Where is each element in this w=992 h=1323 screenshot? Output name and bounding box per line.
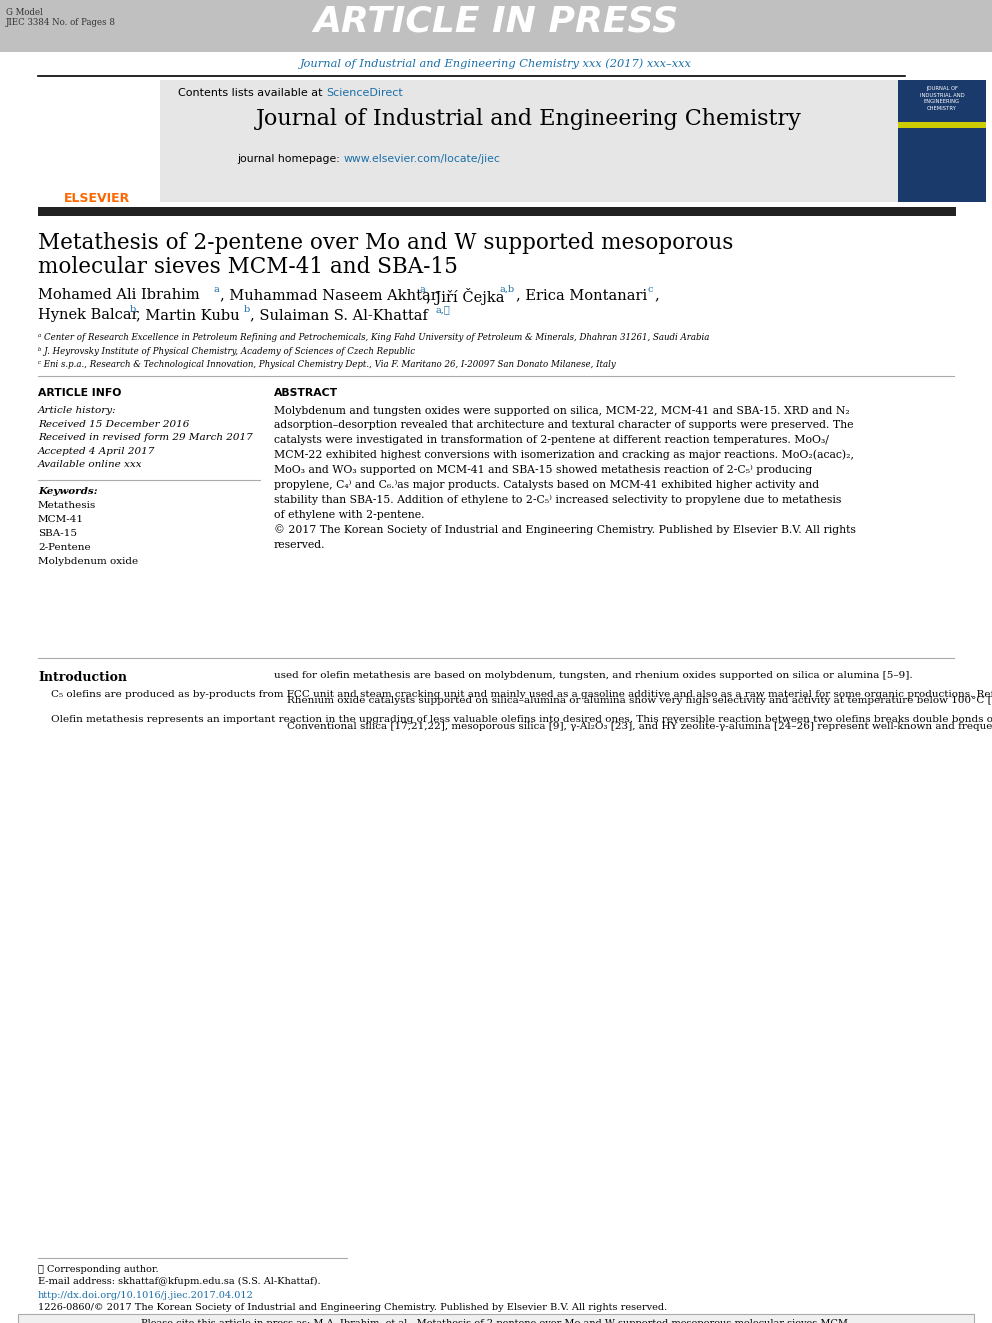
Text: a: a — [420, 284, 426, 294]
Text: ELSEVIER: ELSEVIER — [63, 192, 130, 205]
Text: http://dx.doi.org/10.1016/j.jiec.2017.04.012: http://dx.doi.org/10.1016/j.jiec.2017.04… — [38, 1291, 254, 1301]
Text: Please cite this article in press as: M.A. Ibrahim, et al., Metathesis of 2-pent: Please cite this article in press as: M.… — [141, 1319, 851, 1323]
Text: molecular sieves MCM-41 and SBA-15: molecular sieves MCM-41 and SBA-15 — [38, 255, 458, 278]
Text: ScienceDirect: ScienceDirect — [326, 89, 403, 98]
Text: ARTICLE IN PRESS: ARTICLE IN PRESS — [313, 5, 679, 38]
Text: ᵇ J. Heyrovsky Institute of Physical Chemistry, Academy of Sciences of Czech Rep: ᵇ J. Heyrovsky Institute of Physical Che… — [38, 347, 415, 356]
Text: C₅ olefins are produced as by-products from FCC unit and steam cracking unit and: C₅ olefins are produced as by-products f… — [38, 691, 992, 725]
Text: a,⋆: a,⋆ — [435, 306, 449, 314]
Text: , Erica Montanari: , Erica Montanari — [516, 288, 647, 302]
Text: www.elsevier.com/locate/jiec: www.elsevier.com/locate/jiec — [344, 153, 501, 164]
Text: Metathesis
MCM-41
SBA-15
2-Pentene
Molybdenum oxide: Metathesis MCM-41 SBA-15 2-Pentene Molyb… — [38, 501, 138, 566]
Text: Keywords:: Keywords: — [38, 487, 97, 496]
Text: JOURNAL OF
INDUSTRIAL AND
ENGINEERING
CHEMISTRY: JOURNAL OF INDUSTRIAL AND ENGINEERING CH… — [920, 86, 964, 111]
Bar — [18, 1314, 974, 1323]
Text: Article history:
Received 15 December 2016
Received in revised form 29 March 201: Article history: Received 15 December 20… — [38, 406, 253, 470]
Text: Introduction: Introduction — [38, 671, 127, 684]
Text: Mohamed Ali Ibrahim: Mohamed Ali Ibrahim — [38, 288, 199, 302]
Text: b: b — [130, 306, 136, 314]
Bar — [38, 206, 956, 216]
Text: a,b: a,b — [500, 284, 515, 294]
Text: Journal of Industrial and Engineering Chemistry xxx (2017) xxx–xxx: Journal of Industrial and Engineering Ch… — [300, 58, 692, 69]
Text: ⋆ Corresponding author.: ⋆ Corresponding author. — [38, 1265, 159, 1274]
Bar — [0, 0, 992, 52]
Text: c: c — [648, 284, 654, 294]
Bar — [160, 79, 898, 202]
Text: G Model
JIEC 3384 No. of Pages 8: G Model JIEC 3384 No. of Pages 8 — [6, 8, 116, 28]
Text: , Jiří Čejka: , Jiří Čejka — [426, 288, 505, 306]
Text: 1226-0860/© 2017 The Korean Society of Industrial and Engineering Chemistry. Pub: 1226-0860/© 2017 The Korean Society of I… — [38, 1303, 668, 1312]
Text: ᵃ Center of Research Excellence in Petroleum Refining and Petrochemicals, King F: ᵃ Center of Research Excellence in Petro… — [38, 333, 709, 343]
Text: , Sulaiman S. Al-Khattaf: , Sulaiman S. Al-Khattaf — [250, 308, 428, 321]
Text: , Martin Kubu: , Martin Kubu — [136, 308, 240, 321]
Text: Hynek Balcar: Hynek Balcar — [38, 308, 139, 321]
Text: Contents lists available at: Contents lists available at — [178, 89, 326, 98]
Text: ARTICLE INFO: ARTICLE INFO — [38, 388, 121, 398]
Text: E-mail address: skhattaf@kfupm.edu.sa (S.S. Al-Khattaf).: E-mail address: skhattaf@kfupm.edu.sa (S… — [38, 1277, 320, 1286]
Text: ABSTRACT: ABSTRACT — [274, 388, 338, 398]
Text: , Muhammad Naseem Akhtar: , Muhammad Naseem Akhtar — [220, 288, 437, 302]
Text: ᶜ Eni s.p.a., Research & Technological Innovation, Physical Chemistry Dept., Via: ᶜ Eni s.p.a., Research & Technological I… — [38, 360, 616, 369]
Text: journal homepage:: journal homepage: — [238, 153, 344, 164]
Text: used for olefin metathesis are based on molybdenum, tungsten, and rhenium oxides: used for olefin metathesis are based on … — [274, 671, 992, 730]
Bar — [898, 122, 986, 128]
Text: ,: , — [654, 288, 659, 302]
Text: Metathesis of 2-pentene over Mo and W supported mesoporous: Metathesis of 2-pentene over Mo and W su… — [38, 232, 733, 254]
Text: a: a — [214, 284, 220, 294]
Text: Journal of Industrial and Engineering Chemistry: Journal of Industrial and Engineering Ch… — [256, 108, 802, 130]
Text: Molybdenum and tungsten oxides were supported on silica, MCM-22, MCM-41 and SBA-: Molybdenum and tungsten oxides were supp… — [274, 406, 856, 549]
Text: b: b — [244, 306, 250, 314]
Bar — [898, 79, 986, 202]
